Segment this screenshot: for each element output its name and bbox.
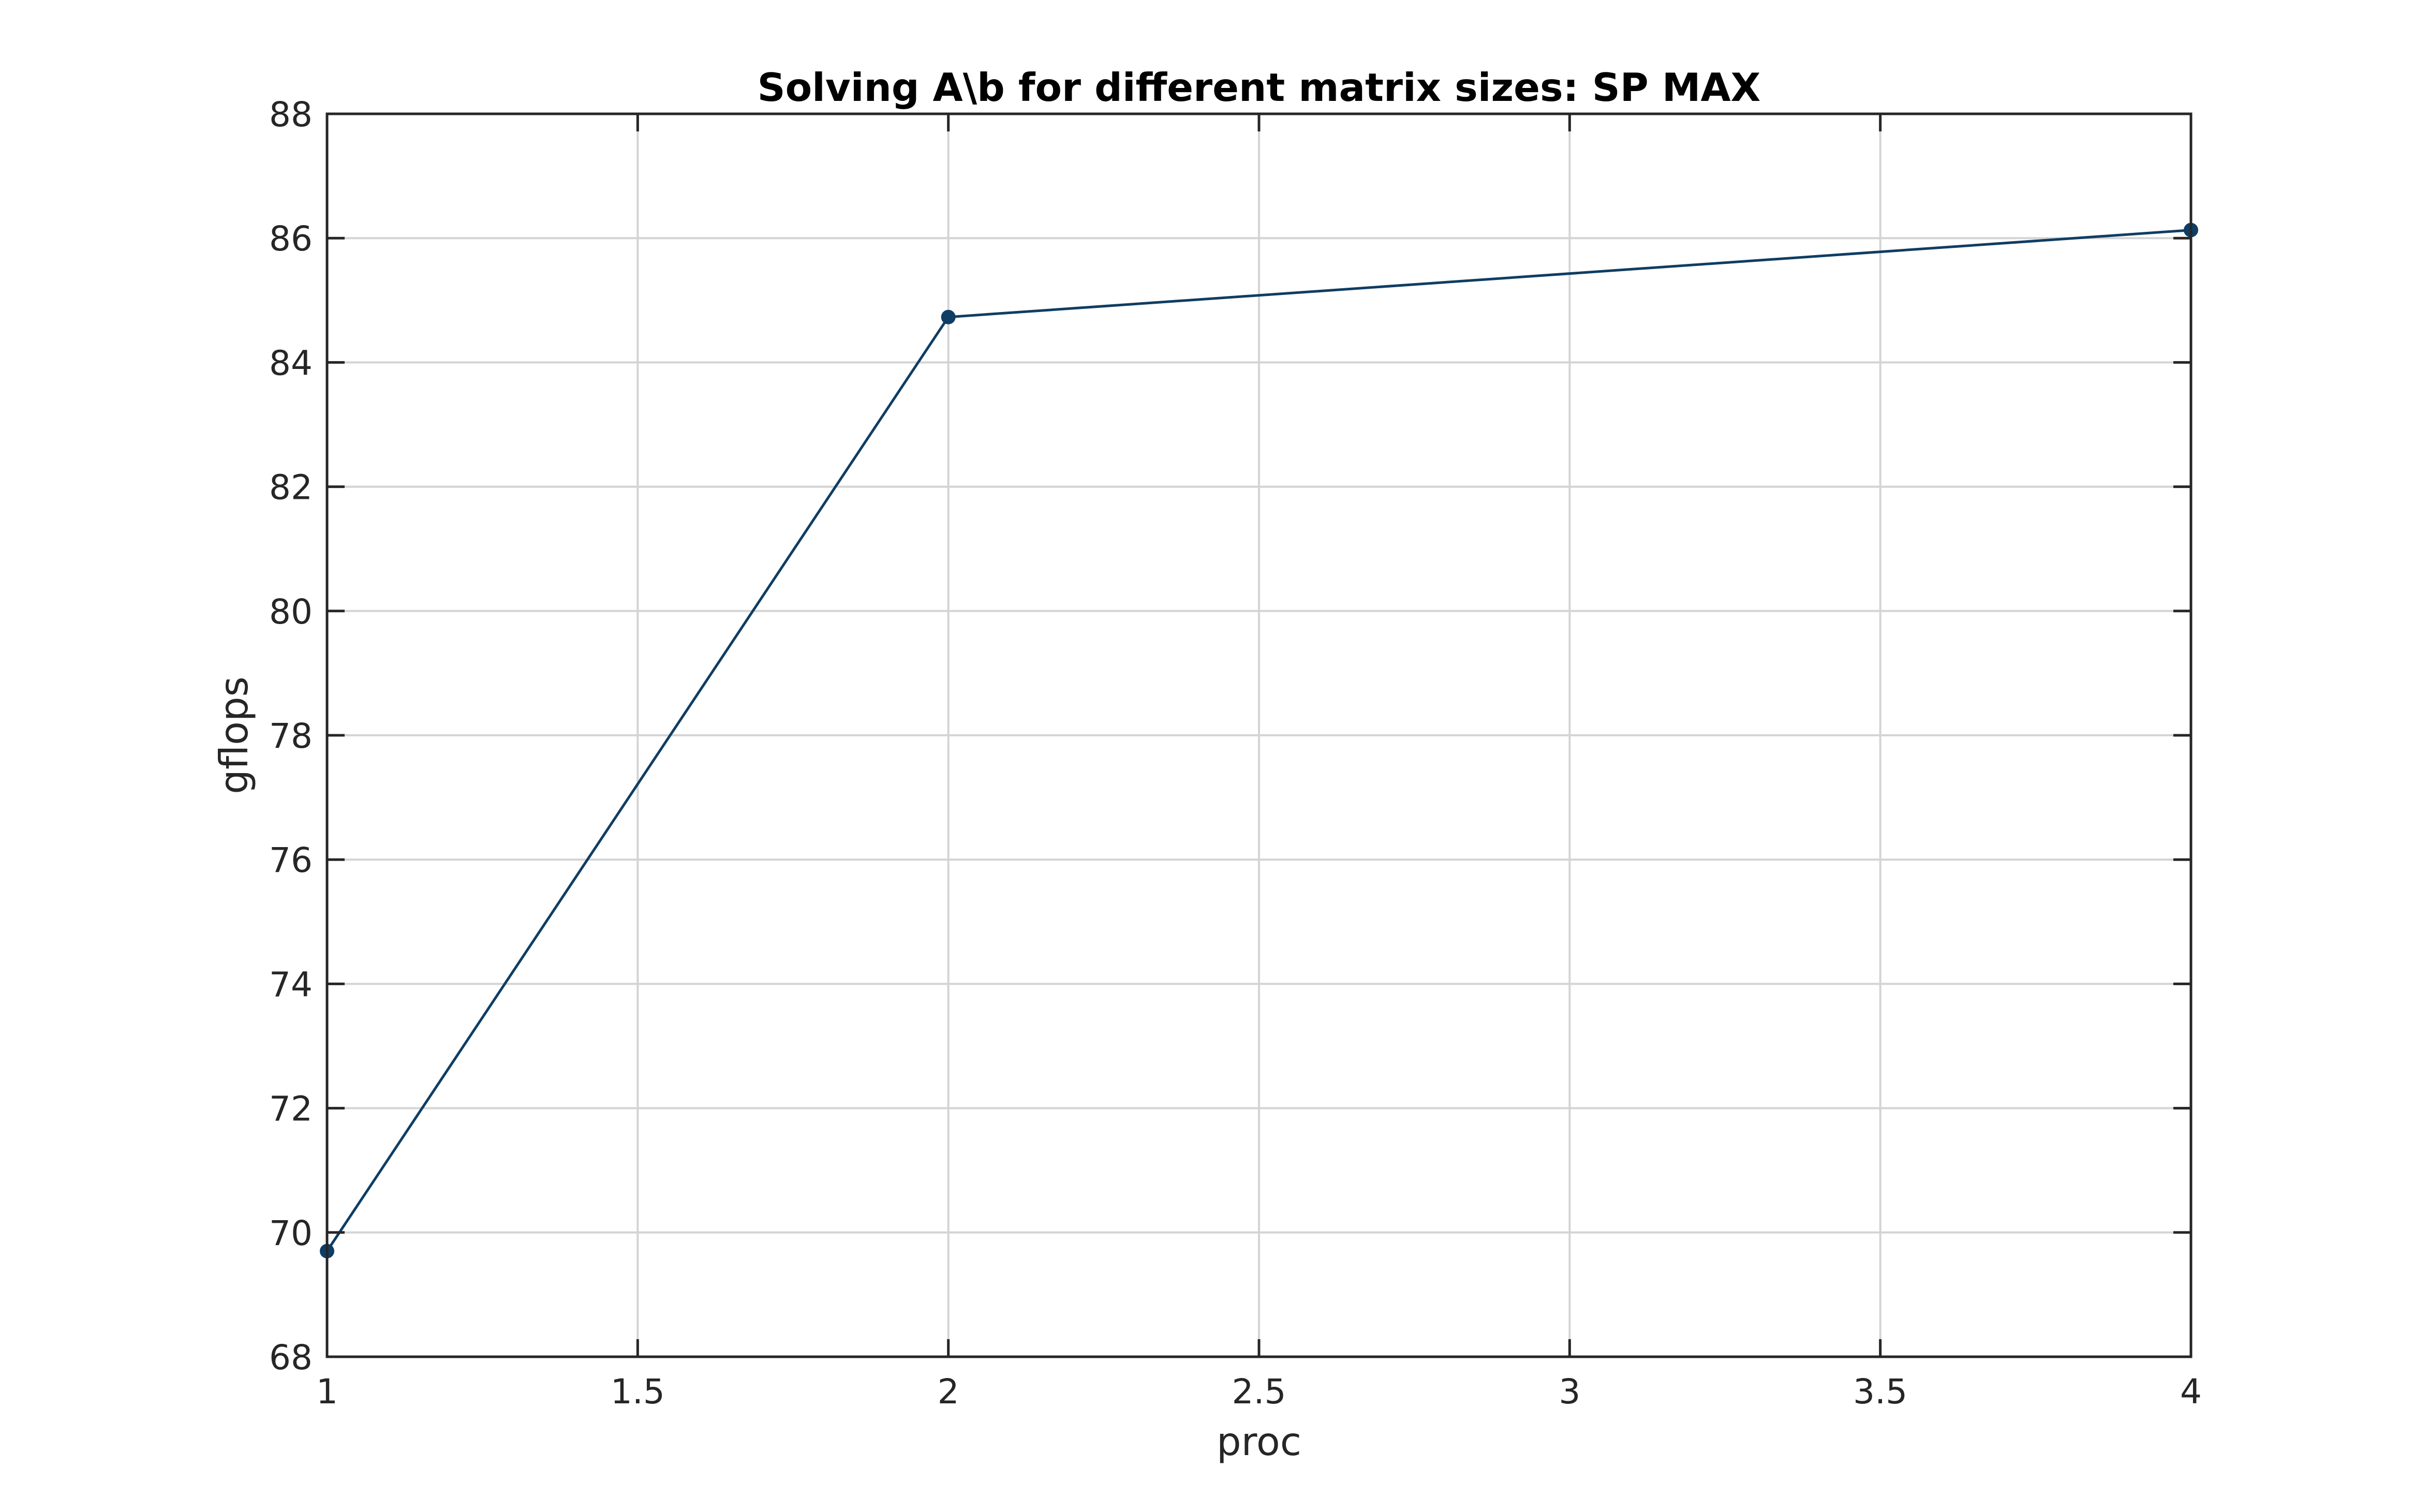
y-tick-label: 70 bbox=[269, 1213, 313, 1253]
ticks: 1 1.5 2 2.5 3 3.5 4 68 70 72 74 76 78 80 82 84 86 88 bbox=[269, 95, 2202, 1412]
y-tick-label: 88 bbox=[269, 95, 313, 135]
y-tick-label: 86 bbox=[269, 219, 313, 259]
grid bbox=[327, 114, 2191, 1357]
data-point bbox=[941, 309, 956, 324]
x-tick-label: 1.5 bbox=[611, 1372, 665, 1412]
chart-title: Solving A\b for different matrix sizes: … bbox=[758, 65, 1761, 110]
y-tick-label: 76 bbox=[269, 840, 313, 880]
y-tick-label: 72 bbox=[269, 1089, 313, 1129]
y-tick-label: 78 bbox=[269, 716, 313, 756]
y-tick-label: 80 bbox=[269, 592, 313, 632]
x-tick-label: 2 bbox=[938, 1372, 959, 1412]
y-axis-label: gflops bbox=[211, 676, 257, 794]
y-tick-label: 74 bbox=[269, 965, 313, 1004]
x-tick-label: 2.5 bbox=[1232, 1372, 1286, 1412]
x-tick-label: 3 bbox=[1559, 1372, 1580, 1412]
y-tick-label: 82 bbox=[269, 468, 313, 508]
series-layer bbox=[320, 223, 2198, 1258]
y-tick-label: 84 bbox=[269, 343, 313, 383]
x-tick-label: 3.5 bbox=[1853, 1372, 1907, 1412]
y-tick-label: 68 bbox=[269, 1338, 313, 1377]
x-tick-label: 4 bbox=[2180, 1372, 2202, 1412]
x-axis-label: proc bbox=[1217, 1419, 1301, 1464]
x-tick-label: 1 bbox=[316, 1372, 338, 1412]
